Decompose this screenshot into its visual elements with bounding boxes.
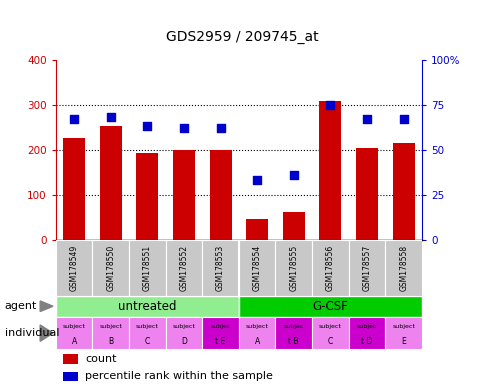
Bar	[312, 240, 348, 296]
Text: GSM178557: GSM178557	[362, 245, 371, 291]
Text: GSM178551: GSM178551	[142, 245, 151, 291]
Text: subject: subject	[245, 324, 268, 329]
Text: subject: subject	[392, 324, 414, 329]
Text: A: A	[254, 337, 259, 346]
Text: subject: subject	[62, 324, 85, 329]
Bar	[392, 143, 414, 240]
Text: GSM178552: GSM178552	[179, 245, 188, 291]
Bar	[209, 150, 231, 240]
Text: GSM178549: GSM178549	[69, 245, 78, 291]
Bar	[202, 317, 239, 349]
Polygon shape	[40, 301, 53, 311]
Text: count: count	[85, 354, 116, 364]
Text: D: D	[181, 337, 186, 346]
Text: t D: t D	[361, 337, 372, 346]
Bar	[56, 240, 92, 296]
Text: subject: subject	[136, 324, 158, 329]
Point	[143, 123, 151, 129]
Bar	[56, 317, 92, 349]
Bar	[63, 372, 77, 381]
Bar	[275, 240, 312, 296]
Text: subject: subject	[99, 324, 122, 329]
Text: A: A	[71, 337, 76, 346]
Bar	[129, 240, 166, 296]
Point	[216, 125, 224, 131]
Point	[399, 116, 407, 122]
Bar	[63, 354, 77, 364]
Bar	[166, 240, 202, 296]
Bar	[384, 240, 421, 296]
Text: GSM178555: GSM178555	[288, 245, 298, 291]
Bar	[202, 240, 239, 296]
Text: percentile rank within the sample: percentile rank within the sample	[85, 371, 272, 381]
Point	[253, 177, 260, 184]
Text: subject: subject	[318, 324, 341, 329]
Text: GDS2959 / 209745_at: GDS2959 / 209745_at	[166, 30, 318, 44]
Text: C: C	[327, 337, 333, 346]
Text: individual: individual	[5, 328, 59, 338]
Text: E: E	[400, 337, 405, 346]
Text: agent: agent	[5, 301, 37, 311]
Point	[106, 114, 114, 120]
Text: GSM178550: GSM178550	[106, 245, 115, 291]
Bar	[239, 240, 275, 296]
Text: subject: subject	[172, 324, 195, 329]
Point	[363, 116, 370, 122]
Text: C: C	[144, 337, 150, 346]
Bar	[348, 240, 385, 296]
Bar	[56, 296, 239, 317]
Bar	[355, 147, 377, 240]
Text: GSM178556: GSM178556	[325, 245, 334, 291]
Bar	[129, 317, 166, 349]
Point	[70, 116, 78, 122]
Bar	[173, 150, 195, 240]
Bar	[166, 317, 202, 349]
Bar	[282, 212, 304, 240]
Bar	[384, 317, 421, 349]
Bar	[239, 317, 275, 349]
Bar	[246, 219, 268, 240]
Bar	[312, 317, 348, 349]
Point	[326, 101, 333, 108]
Point	[180, 125, 187, 131]
Text: GSM178553: GSM178553	[215, 245, 225, 291]
Bar	[100, 126, 121, 240]
Bar	[275, 317, 312, 349]
Bar	[319, 101, 341, 240]
Text: G-CSF: G-CSF	[312, 300, 348, 313]
Bar	[92, 240, 129, 296]
Point	[289, 172, 297, 178]
Bar	[136, 153, 158, 240]
Text: GSM178558: GSM178558	[398, 245, 408, 291]
Text: GSM178554: GSM178554	[252, 245, 261, 291]
Text: untreated: untreated	[118, 300, 176, 313]
Text: subjec: subjec	[356, 324, 377, 329]
Bar	[348, 317, 385, 349]
Bar	[63, 139, 85, 240]
Text: subjec: subjec	[210, 324, 230, 329]
Text: B: B	[108, 337, 113, 346]
Text: t E: t E	[215, 337, 225, 346]
Bar	[239, 296, 421, 317]
Bar	[92, 317, 129, 349]
Text: subjec: subjec	[283, 324, 303, 329]
Polygon shape	[40, 325, 53, 341]
Text: t B: t B	[288, 337, 299, 346]
